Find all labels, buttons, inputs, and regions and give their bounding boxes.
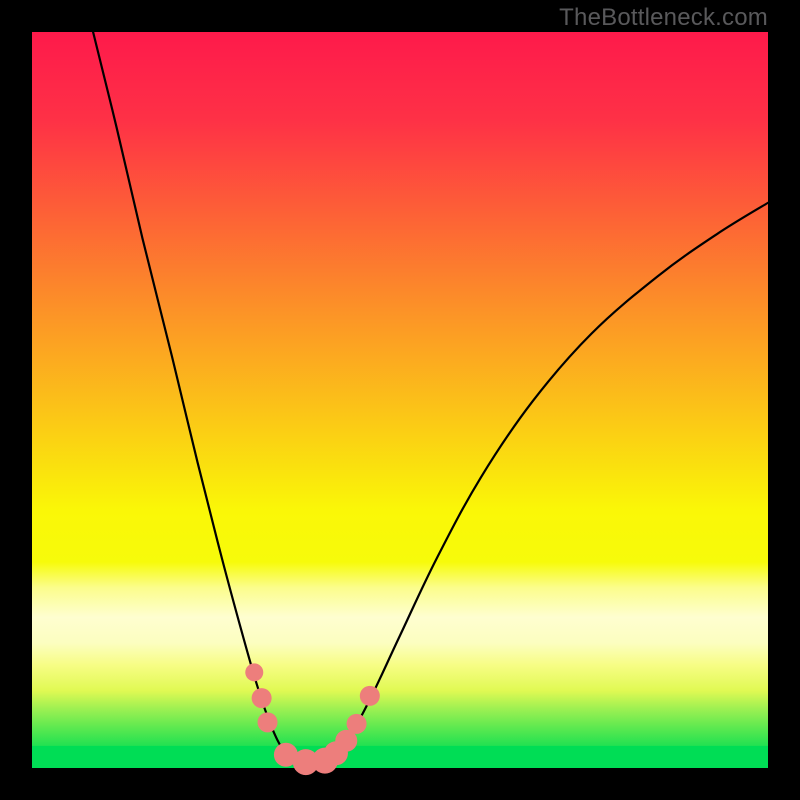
curve-layer	[32, 32, 768, 768]
data-point	[360, 686, 380, 706]
data-point	[252, 688, 272, 708]
data-point	[258, 712, 278, 732]
data-point	[347, 714, 367, 734]
watermark-text: TheBottleneck.com	[559, 4, 768, 32]
bottleneck-curve-left	[93, 32, 306, 768]
plot-area	[32, 32, 768, 768]
optimal-band	[32, 746, 768, 768]
data-point	[245, 663, 263, 681]
bottleneck-curve-right	[306, 203, 768, 768]
stage: TheBottleneck.com	[0, 0, 800, 800]
